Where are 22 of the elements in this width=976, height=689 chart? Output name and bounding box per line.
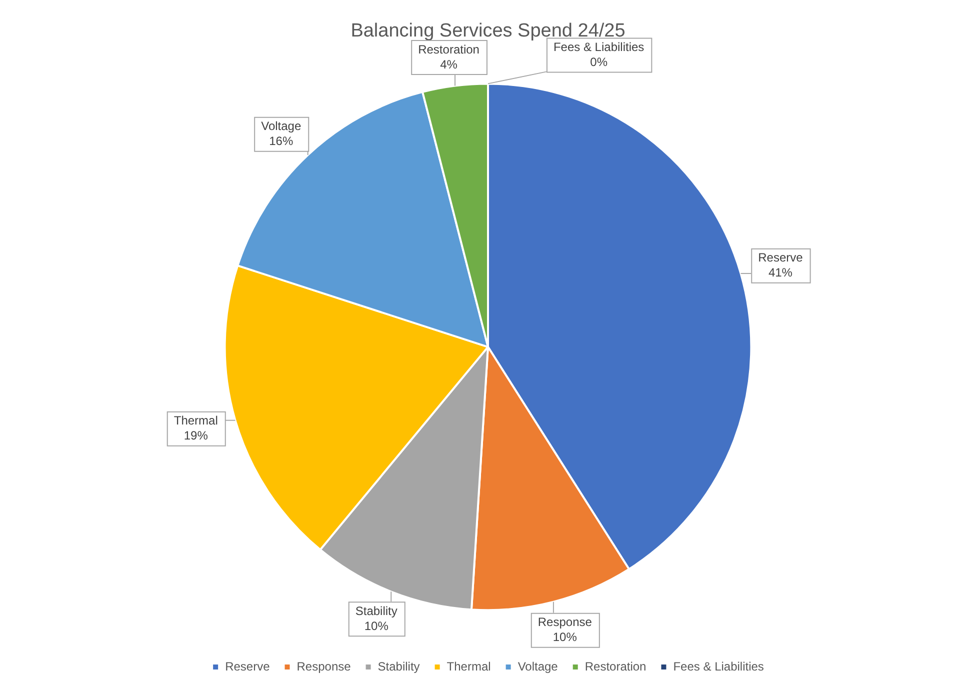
category-label: Fees & Liabilities bbox=[553, 40, 644, 54]
data-label: 10% bbox=[364, 618, 389, 633]
legend-label: Voltage bbox=[518, 659, 558, 674]
text: 0% bbox=[590, 55, 608, 70]
slice-label: Reserve bbox=[758, 250, 804, 265]
data-label: 4% bbox=[440, 57, 458, 72]
data-label: 10% bbox=[552, 630, 578, 644]
legend-label: Reserve bbox=[225, 659, 270, 674]
legend-label: Thermal bbox=[446, 659, 491, 674]
legend-label: Fees & Liabilities bbox=[673, 659, 764, 674]
data-label: 16% bbox=[269, 134, 294, 148]
slice-label: Stability bbox=[355, 604, 398, 618]
slice-label: Restoration bbox=[418, 42, 480, 56]
data-label: 19% bbox=[184, 428, 208, 443]
legend-label: Stability bbox=[378, 659, 420, 674]
data-label: 41% bbox=[768, 266, 793, 280]
slice-label: Response bbox=[538, 615, 592, 630]
legend-label: Response bbox=[296, 659, 352, 674]
legend-label: Restoration bbox=[584, 659, 646, 674]
slice-label: Voltage bbox=[261, 119, 302, 134]
slice-label: Thermal bbox=[174, 414, 218, 428]
chart-title: Balancing Services Spend 24/25 bbox=[350, 20, 626, 42]
